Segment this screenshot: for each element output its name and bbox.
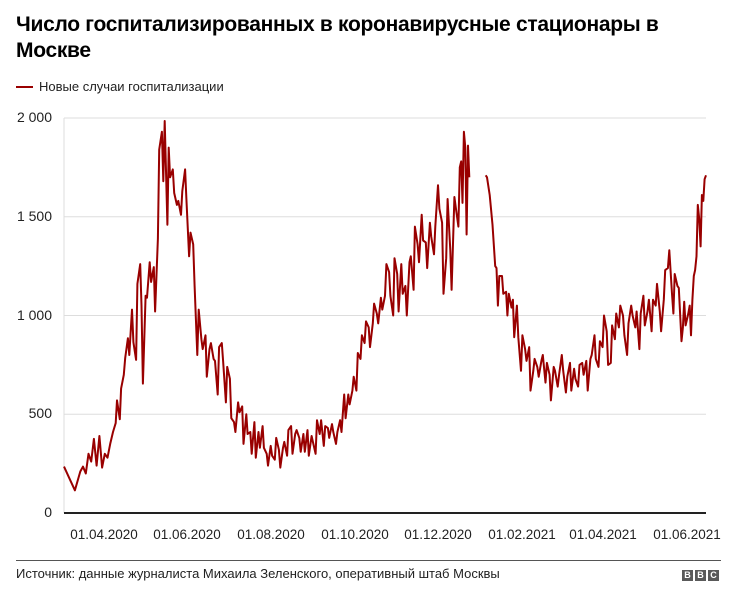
- x-tick-label: 01.06.2020: [153, 527, 221, 542]
- chart-title: Число госпитализированных в коронавирусн…: [16, 13, 659, 62]
- series-line-hospitalizations: [63, 120, 707, 492]
- y-tick-0: 0: [44, 504, 52, 520]
- bbc-logo: B B C: [682, 570, 719, 581]
- line-chart: [63, 117, 707, 514]
- x-tick-label: 01.08.2020: [237, 527, 305, 542]
- x-tick-label: 01.04.2021: [569, 527, 637, 542]
- bbc-logo-letter: B: [682, 570, 693, 581]
- legend-label: Новые случаи госпитализации: [39, 79, 224, 94]
- gridlines: [63, 117, 706, 513]
- x-tick-label: 01.04.2020: [70, 527, 138, 542]
- x-tick-label: 01.10.2020: [321, 527, 389, 542]
- y-tick-1500: 1 500: [16, 208, 52, 224]
- x-tick-label: 01.12.2020: [404, 527, 472, 542]
- footer-divider: [16, 560, 721, 561]
- x-tick-label: 01.06.2021: [653, 527, 721, 542]
- legend: Новые случаи госпитализации: [16, 79, 224, 94]
- bbc-logo-letter: B: [695, 570, 706, 581]
- legend-swatch-icon: [16, 85, 33, 88]
- bbc-logo-letter: C: [708, 570, 719, 581]
- y-tick-500: 500: [28, 405, 52, 421]
- y-tick-2000: 2 000: [16, 109, 52, 125]
- x-tick-label: 01.02.2021: [488, 527, 556, 542]
- y-tick-1000: 1 000: [16, 307, 52, 323]
- source-note: Источник: данные журналиста Михаила Зеле…: [16, 566, 500, 581]
